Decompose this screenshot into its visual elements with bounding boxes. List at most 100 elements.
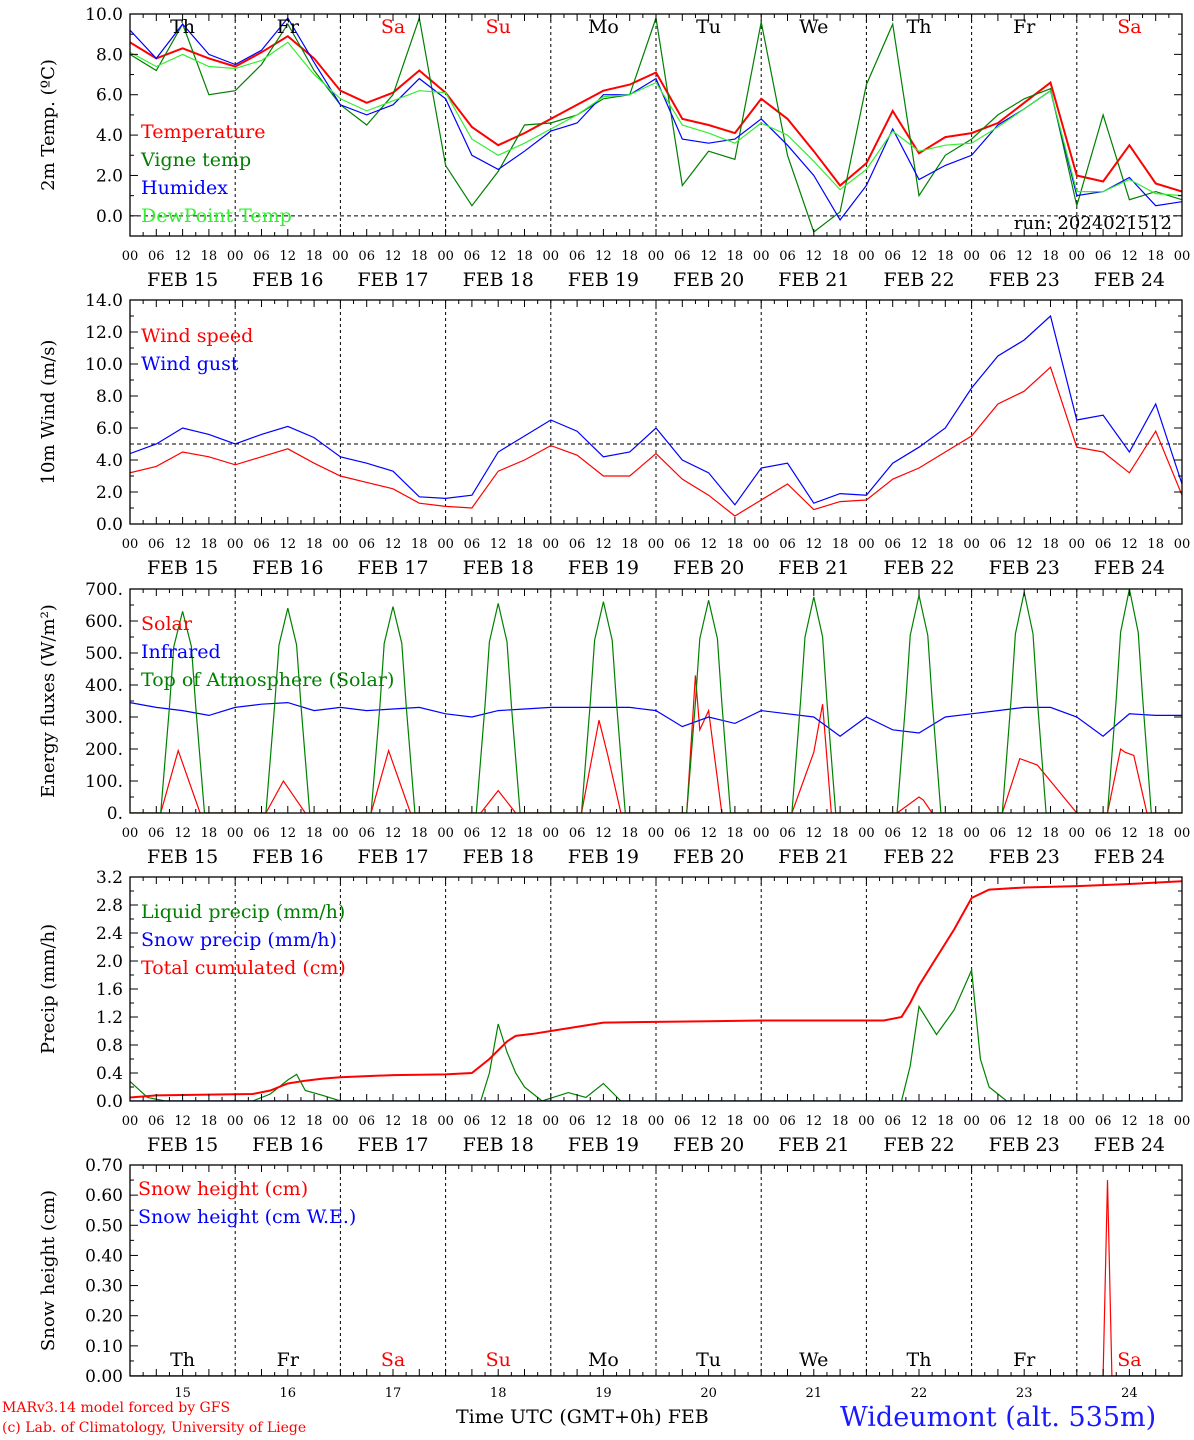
hour-label: 12 <box>700 1114 717 1129</box>
hour-label: 06 <box>990 826 1007 841</box>
hour-label: 00 <box>543 537 560 552</box>
series-line-solar <box>130 675 1182 813</box>
legend-entry: Solar <box>141 613 193 635</box>
y-tick-label: 8.0 <box>96 387 123 407</box>
y-tick-label: 10.0 <box>85 5 123 25</box>
hour-label: 18 <box>201 826 218 841</box>
y-tick-label: 6.0 <box>96 419 123 439</box>
date-label: FEB 18 <box>463 269 534 291</box>
y-tick-label: 0.00 <box>85 1367 123 1387</box>
run-label: run: 2024021512 <box>1014 213 1172 234</box>
hour-label: 18 <box>727 537 744 552</box>
y-tick-label: 0.40 <box>85 1246 123 1266</box>
date-label: FEB 15 <box>147 1134 218 1156</box>
hour-label: 12 <box>280 1114 297 1129</box>
day-name: Sa <box>381 16 405 38</box>
series-line-liquid-precip-mm-h- <box>130 967 1182 1101</box>
hour-label: 00 <box>332 249 349 264</box>
y-tick-label: 2.0 <box>96 166 123 186</box>
hour-label: 12 <box>490 249 507 264</box>
hour-label: 06 <box>990 1114 1007 1129</box>
hour-label: 00 <box>858 537 875 552</box>
date-label: FEB 20 <box>673 846 744 868</box>
hour-label: 18 <box>201 537 218 552</box>
date-label: FEB 16 <box>252 557 323 579</box>
date-label: FEB 19 <box>568 557 639 579</box>
date-label: FEB 22 <box>883 269 954 291</box>
hour-label: 06 <box>253 249 270 264</box>
hour-label: 12 <box>1121 249 1138 264</box>
date-label: FEB 23 <box>989 846 1060 868</box>
series-line-humidex <box>130 16 1182 221</box>
day-name: Su <box>486 1349 511 1371</box>
hour-label: 00 <box>227 826 244 841</box>
date-label: FEB 19 <box>568 846 639 868</box>
hour-label: 00 <box>963 826 980 841</box>
day-name: Fr <box>1013 1349 1036 1371</box>
hour-label: 00 <box>1174 249 1191 264</box>
hour-label: 06 <box>674 826 691 841</box>
hour-label: 06 <box>148 826 165 841</box>
date-label: FEB 19 <box>568 269 639 291</box>
day-name: Sa <box>1117 1349 1141 1371</box>
date-label: FEB 17 <box>357 557 428 579</box>
hour-label: 06 <box>779 249 796 264</box>
hour-label: 06 <box>148 1114 165 1129</box>
hour-label: 06 <box>1095 826 1112 841</box>
hour-label: 12 <box>280 537 297 552</box>
y-tick-label: 1.2 <box>96 1008 123 1028</box>
hour-label: 12 <box>174 537 191 552</box>
hour-label: 00 <box>963 1114 980 1129</box>
hour-label: 18 <box>937 249 954 264</box>
hour-label: 06 <box>884 1114 901 1129</box>
date-label: FEB 21 <box>778 269 849 291</box>
hour-label: 12 <box>700 249 717 264</box>
hour-label: 06 <box>1095 249 1112 264</box>
hour-label: 18 <box>516 537 533 552</box>
day-name: We <box>799 1349 828 1371</box>
hour-label: 06 <box>253 537 270 552</box>
hour-label: 06 <box>464 249 481 264</box>
series-line-wind-speed <box>130 366 1182 517</box>
legend-entry: Vigne temp <box>140 149 251 171</box>
hour-label: 12 <box>1121 537 1138 552</box>
hour-label: 06 <box>1095 1114 1112 1129</box>
y-tick-label: 0.10 <box>85 1337 123 1357</box>
hour-label: 18 <box>937 826 954 841</box>
hour-label: 06 <box>253 1114 270 1129</box>
hour-label: 12 <box>595 1114 612 1129</box>
hour-label: 06 <box>884 537 901 552</box>
hour-label: 00 <box>227 1114 244 1129</box>
hour-label: 18 <box>1042 537 1059 552</box>
hour-label: 00 <box>648 249 665 264</box>
date-label: FEB 21 <box>778 846 849 868</box>
date-label: FEB 15 <box>147 557 218 579</box>
hour-label: 18 <box>1147 537 1164 552</box>
date-label: FEB 22 <box>883 557 954 579</box>
legend-entry: Humidex <box>141 177 228 199</box>
day-number: 20 <box>700 1386 717 1401</box>
x-axis-title-text: Time UTC (GMT+0h) <box>456 1406 662 1428</box>
hour-label: 00 <box>122 537 139 552</box>
hour-label: 18 <box>1042 1114 1059 1129</box>
y-tick-label: 0.0 <box>96 515 123 535</box>
hour-label: 18 <box>306 826 323 841</box>
hour-label: 06 <box>884 826 901 841</box>
hour-label: 06 <box>358 537 375 552</box>
hour-label: 18 <box>727 826 744 841</box>
date-label: FEB 16 <box>252 1134 323 1156</box>
hour-label: 06 <box>569 249 586 264</box>
hour-label: 06 <box>148 537 165 552</box>
hour-label: 12 <box>490 1114 507 1129</box>
hour-label: 12 <box>174 1114 191 1129</box>
y-tick-label: 0.4 <box>96 1064 123 1084</box>
series-line-temperature <box>130 34 1182 193</box>
hour-label: 00 <box>227 249 244 264</box>
hour-label: 18 <box>516 1114 533 1129</box>
hour-label: 18 <box>411 537 428 552</box>
day-number: 18 <box>490 1386 507 1401</box>
y-axis-label: 2m Temp. (ºC) <box>38 59 59 191</box>
hour-label: 06 <box>253 826 270 841</box>
series-line-wind-gust <box>130 314 1182 506</box>
hour-label: 12 <box>1016 537 1033 552</box>
